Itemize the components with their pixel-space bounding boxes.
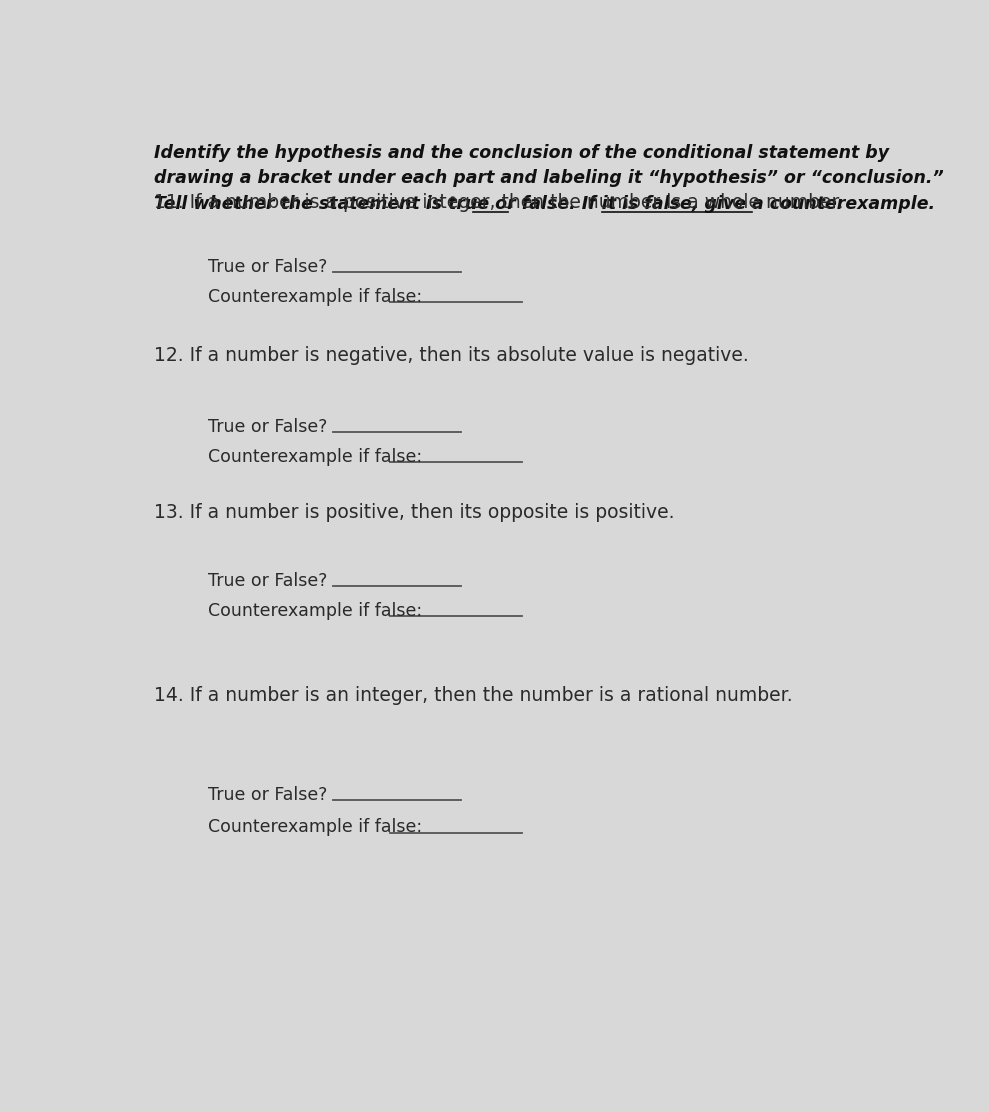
Text: True or False?: True or False? — [208, 258, 327, 276]
Text: 14. If a number is an integer, then the number is a rational number.: 14. If a number is an integer, then the … — [154, 686, 793, 705]
Text: Counterexample if false:: Counterexample if false: — [208, 818, 422, 836]
Text: 12. If a number is negative, then its absolute value is negative.: 12. If a number is negative, then its ab… — [154, 346, 749, 365]
Text: Tell whether the statement is true or false. If it is false, give a counterexamp: Tell whether the statement is true or fa… — [154, 195, 936, 214]
Text: drawing a bracket under each part and labeling it “hypothesis” or “conclusion.”: drawing a bracket under each part and la… — [154, 169, 944, 188]
Text: Identify the hypothesis and the conclusion of the conditional statement by: Identify the hypothesis and the conclusi… — [154, 143, 889, 161]
Text: 11. If a number is a positive integer, then the number is a whole number.: 11. If a number is a positive integer, t… — [154, 193, 844, 212]
Text: Counterexample if false:: Counterexample if false: — [208, 448, 422, 466]
Text: True or False?: True or False? — [208, 572, 327, 589]
Text: Counterexample if false:: Counterexample if false: — [208, 602, 422, 619]
Text: True or False?: True or False? — [208, 786, 327, 804]
Text: True or False?: True or False? — [208, 418, 327, 436]
Text: 13. If a number is positive, then its opposite is positive.: 13. If a number is positive, then its op… — [154, 504, 674, 523]
Text: Counterexample if false:: Counterexample if false: — [208, 288, 422, 306]
